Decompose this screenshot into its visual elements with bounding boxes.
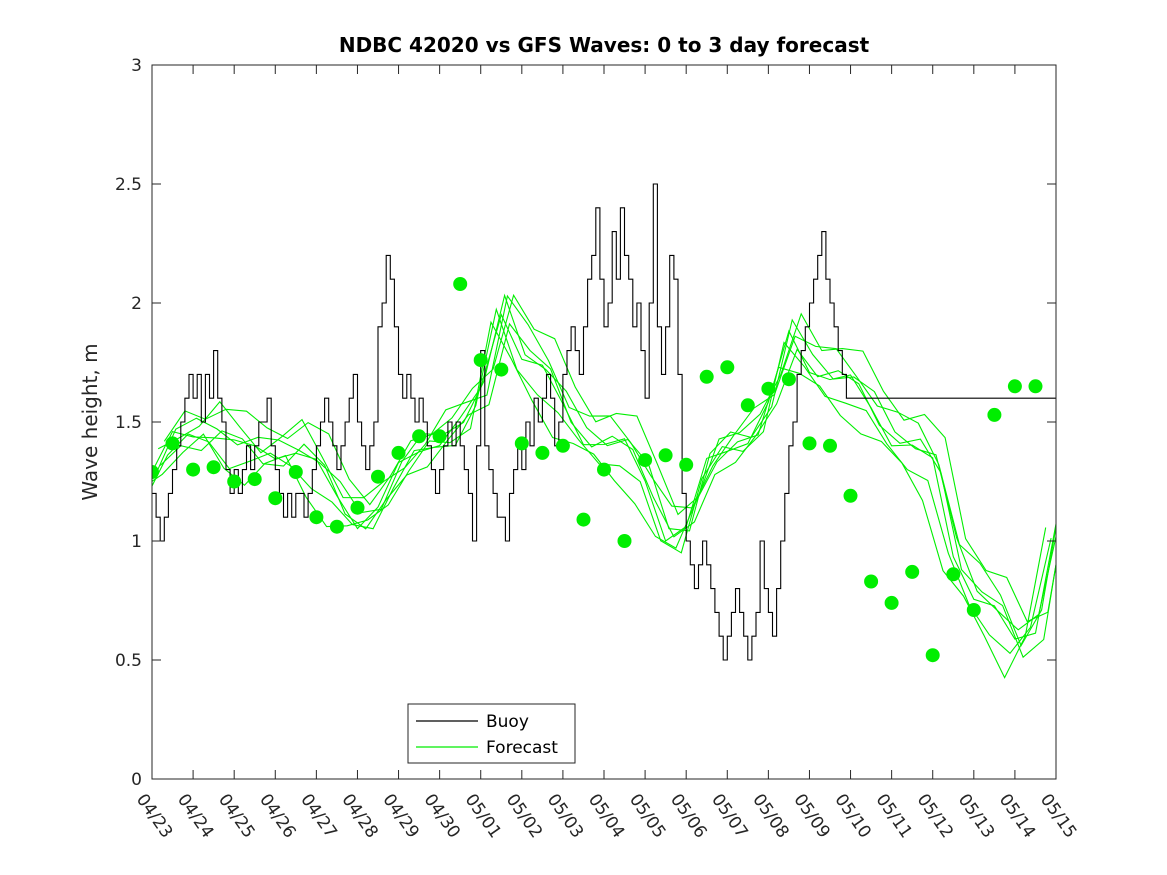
- legend: Buoy Forecast: [407, 703, 576, 764]
- plot-area: [152, 65, 1056, 779]
- forecast-point: [740, 398, 755, 413]
- y-tick-label: 3: [131, 56, 142, 76]
- forecast-point: [761, 381, 776, 396]
- y-tick-label: 0: [131, 770, 142, 790]
- forecast-point: [781, 372, 796, 387]
- forecast-point: [987, 407, 1002, 422]
- forecast-point: [884, 595, 899, 610]
- forecast-line-4: [163, 293, 1056, 623]
- forecast-point: [453, 277, 468, 291]
- forecast-point: [432, 429, 447, 444]
- legend-forecast-label: Forecast: [486, 738, 558, 758]
- forecast-point: [617, 534, 632, 548]
- forecast-point: [350, 500, 365, 515]
- forecast-point: [638, 453, 653, 468]
- forecast-point: [843, 488, 858, 503]
- forecast-point: [371, 469, 385, 484]
- forecast-point: [288, 465, 303, 479]
- forecast-point: [1028, 379, 1043, 394]
- forecast-point: [268, 491, 283, 506]
- y-tick-label: 1: [131, 532, 142, 552]
- forecast-line-7: [159, 322, 1056, 659]
- y-tick-label: 1.5: [115, 413, 142, 433]
- forecast-point: [227, 474, 242, 489]
- forecast-point: [412, 429, 427, 444]
- forecast-point: [186, 462, 201, 477]
- forecast-point: [802, 436, 817, 451]
- forecast-line-6: [154, 293, 1056, 631]
- plot-data: [152, 183, 1056, 679]
- forecast-point: [925, 648, 940, 663]
- forecast-point: [905, 564, 920, 579]
- forecast-point: [946, 567, 961, 582]
- forecast-point: [823, 438, 837, 453]
- forecast-point: [576, 512, 591, 527]
- chart-title: NDBC 42020 vs GFS Waves: 0 to 3 day fore…: [339, 33, 870, 57]
- buoy-line: [152, 183, 1056, 661]
- forecast-point: [391, 445, 406, 460]
- forecast-point: [152, 465, 159, 479]
- forecast-point: [658, 448, 673, 463]
- forecast-point: [494, 362, 509, 377]
- y-tick-label: 2: [131, 294, 142, 314]
- forecast-point: [555, 438, 570, 453]
- forecast-point: [247, 472, 262, 487]
- forecast-point: [699, 369, 714, 384]
- legend-buoy-label: Buoy: [486, 712, 529, 732]
- y-axis-label: Wave height, m: [78, 343, 102, 500]
- y-tick-label: 0.5: [115, 651, 142, 671]
- forecast-point: [165, 436, 180, 451]
- forecast-point: [966, 603, 981, 617]
- forecast-point: [535, 445, 550, 460]
- forecast-point: [514, 436, 529, 451]
- forecast-point: [309, 510, 324, 525]
- forecast-point: [679, 457, 694, 472]
- forecast-line-1: [152, 313, 1056, 640]
- forecast-point: [1007, 379, 1022, 394]
- forecast-point: [720, 360, 735, 375]
- forecast-point: [329, 519, 344, 534]
- forecast-point: [864, 574, 879, 589]
- legend-box: [407, 703, 576, 764]
- forecast-point: [597, 462, 611, 477]
- forecast-point: [206, 460, 221, 475]
- forecast-point: [473, 353, 488, 368]
- y-tick-label: 2.5: [115, 175, 142, 195]
